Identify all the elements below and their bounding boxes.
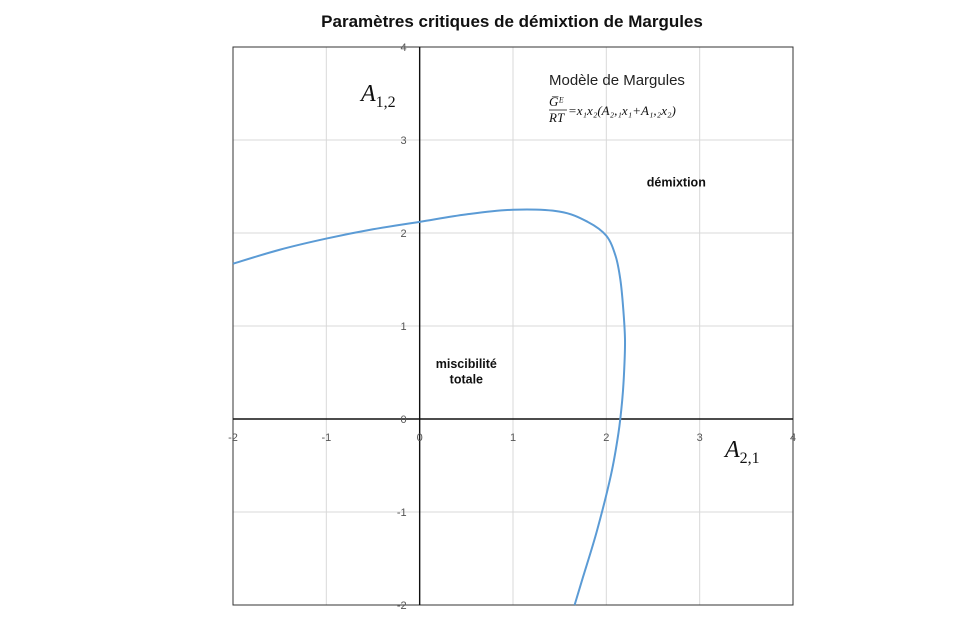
annotation-totale: totale (450, 373, 483, 387)
model-equation: G̅ᴱ RT =x₁x₂(A₂,₁x₁+A₁,₂x₂) (548, 94, 676, 125)
series-line-0 (232, 208, 627, 606)
model-title: Modèle de Margules (549, 72, 685, 89)
tick-labels: -2 -1 0 1 2 3 4 -2 -1 0 1 2 3 4 (228, 42, 796, 612)
equation-numerator: G̅ᴱ (549, 94, 564, 109)
equation-denominator: RT (548, 110, 565, 125)
x-tick-label: -1 (321, 432, 331, 444)
y-tick-label: 4 (401, 42, 407, 54)
x-tick-label: 0 (417, 432, 423, 444)
series-layer (232, 208, 627, 606)
x-tick-label: 4 (790, 432, 796, 444)
x-tick-label: 1 (510, 432, 516, 444)
y-axis-label: A1,2 (359, 81, 396, 111)
y-tick-label: 2 (401, 228, 407, 240)
x-axis-label: A2,1 (723, 437, 760, 467)
y-tick-label: 3 (401, 135, 407, 147)
annotation-demixtion: démixtion (647, 176, 706, 190)
chart-title: Paramètres critiques de démixtion de Mar… (321, 12, 703, 31)
equation-rhs: =x₁x₂(A₂,₁x₁+A₁,₂x₂) (568, 103, 676, 118)
y-tick-label: 0 (401, 414, 407, 426)
x-tick-label: 3 (697, 432, 703, 444)
x-tick-label: -2 (228, 432, 238, 444)
y-tick-label: -2 (397, 600, 407, 612)
annotation-miscibilite: miscibilité (436, 357, 497, 371)
plot-frame (232, 46, 794, 606)
x-tick-label: 2 (603, 432, 609, 444)
grid (232, 46, 794, 606)
y-tick-label: 1 (401, 321, 407, 333)
y-tick-label: -1 (397, 507, 407, 519)
axes (233, 47, 793, 605)
